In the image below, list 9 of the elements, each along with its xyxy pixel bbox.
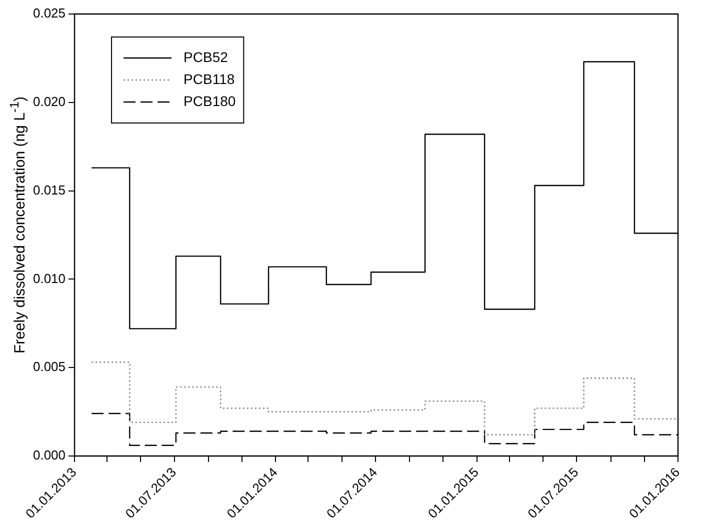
legend-label: PCB118 [184, 70, 235, 87]
y-tick-label: 0.005 [32, 359, 66, 374]
y-tick-label: 0.010 [32, 270, 66, 286]
y-tick-label: 0.025 [32, 6, 66, 21]
y-tick-label: 0.000 [32, 448, 66, 463]
y-tick-label: 0.015 [32, 182, 66, 198]
legend-label: PCB52 [184, 48, 228, 65]
legend-label: PCB180 [184, 92, 236, 109]
y-tick-label: 0.020 [32, 94, 66, 109]
